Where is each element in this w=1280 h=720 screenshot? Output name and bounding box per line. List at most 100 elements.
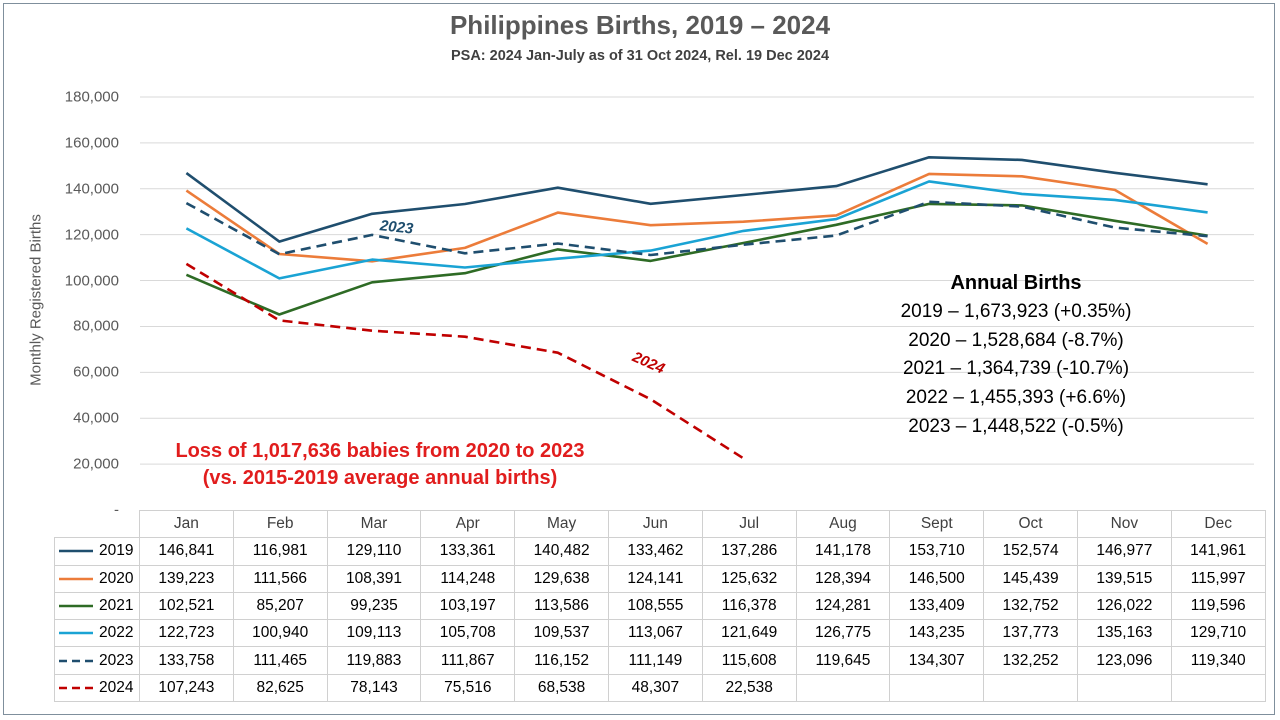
y-tick-label: 60,000: [73, 363, 119, 381]
table-header-cell: Jul: [701, 509, 797, 539]
table-cell: 119,596: [1170, 591, 1266, 621]
table-cell: 48,307: [607, 673, 703, 703]
table-cell: 111,867: [420, 646, 516, 675]
annual-births-line: 2023 – 1,448,522 (-0.5%): [908, 415, 1124, 437]
table-cell: 132,252: [983, 646, 1078, 675]
table-cell: 129,110: [326, 537, 422, 566]
table-header-cell: Jan: [139, 509, 234, 539]
table-cell: 107,243: [139, 673, 234, 703]
series-name: 2021: [99, 596, 134, 614]
table-cell: 133,462: [607, 537, 703, 566]
table-cell: 109,537: [514, 619, 609, 648]
annual-births-line: 2022 – 1,455,393 (+6.6%): [905, 387, 1127, 409]
table-row-label: 2023: [54, 646, 140, 675]
y-axis-label: Monthly Registered Births: [27, 214, 45, 386]
table-cell: 111,566: [232, 564, 328, 593]
table-cell: 137,773: [983, 619, 1078, 648]
table-cell: 152,574: [983, 537, 1078, 566]
table-row-label: 2019: [54, 537, 140, 566]
legend-key: [59, 686, 93, 690]
chart-title: Philippines Births, 2019 – 2024: [449, 10, 831, 40]
loss-note: Loss of 1,017,636 babies from 2020 to 20…: [130, 438, 630, 492]
table-corner: [54, 510, 140, 539]
series-lines: [185, 156, 1209, 460]
table-row: 2023 133,758 111,465 119,883 111,867 116,152 1…: [54, 646, 1266, 675]
table-cell: [889, 673, 985, 703]
table-cell: 126,775: [795, 619, 891, 648]
series-annotation: 2024: [629, 348, 668, 378]
table-cell: 116,378: [701, 591, 797, 621]
table-cell: 109,113: [326, 619, 422, 648]
series-line-2023: [185, 200, 1208, 257]
loss-note-line2: (vs. 2015-2019 average annual births): [202, 467, 558, 489]
chart-subtitle: PSA: 2024 Jan-July as of 31 Oct 2024, Re…: [450, 48, 830, 64]
table-cell: 22,538: [701, 673, 797, 703]
y-tick-label: 40,000: [73, 409, 119, 427]
table-cell: 115,608: [701, 646, 797, 675]
table-cell: 75,516: [420, 673, 516, 703]
series-name: 2022: [99, 624, 134, 642]
table-header-row: Jan Feb Mar Apr May Jun Jul Aug Sept Oct Nov Dec: [54, 509, 1266, 539]
table-cell: 133,409: [889, 591, 985, 621]
table-cell: 146,841: [139, 537, 234, 566]
series-line-2022: [185, 180, 1208, 280]
y-tick-label: -: [114, 501, 119, 519]
table-cell: 132,752: [983, 591, 1078, 621]
annual-births-line: 2020 – 1,528,684 (-8.7%): [908, 329, 1124, 351]
table-row-label: 2020: [54, 564, 140, 593]
table-row: 2019 146,841 116,981 129,110 133,361 140,482 1…: [54, 537, 1266, 566]
table-cell: 153,710: [889, 537, 985, 566]
y-tick-label: 20,000: [73, 455, 119, 473]
table-cell: 114,248: [420, 564, 516, 593]
table-cell: 133,361: [420, 537, 516, 566]
table-cell: 121,649: [701, 619, 797, 648]
table-cell: 140,482: [514, 537, 609, 566]
table-cell: 124,141: [607, 564, 703, 593]
legend-key: [59, 631, 93, 635]
table-cell: 134,307: [889, 646, 985, 675]
table-header-cell: Oct: [983, 509, 1078, 539]
series-annotation: 2023: [378, 217, 415, 238]
table-header-cell: Feb: [232, 509, 328, 539]
table-header-cell: Mar: [326, 509, 422, 539]
y-tick-label: 100,000: [64, 272, 119, 290]
table-cell: [1076, 673, 1172, 703]
series-line-2019: [185, 156, 1208, 243]
table-header-cell: Nov: [1076, 509, 1172, 539]
table-cell: 129,638: [514, 564, 609, 593]
table-cell: 141,178: [795, 537, 891, 566]
series-name: 2019: [99, 542, 134, 560]
table-cell: 126,022: [1076, 591, 1172, 621]
table-header-cell: Jun: [607, 509, 703, 539]
table-cell: 68,538: [514, 673, 609, 703]
table-cell: 113,067: [607, 619, 703, 648]
table-cell: 143,235: [889, 619, 985, 648]
table-row-label: 2021: [54, 591, 140, 621]
table-cell: 146,500: [889, 564, 985, 593]
table-cell: 115,997: [1170, 564, 1266, 593]
series-line-2021: [185, 202, 1208, 316]
table-cell: 113,586: [514, 591, 609, 621]
legend-key: [59, 577, 93, 580]
table-row: 2020 139,223 111,566 108,391 114,248 129,638 1…: [54, 564, 1266, 593]
table-row: 2024 107,243 82,625 78,143 75,516 68,538 48,30…: [54, 673, 1266, 703]
series-name: 2020: [99, 569, 134, 587]
table-row: 2021 102,521 85,207 99,235 103,197 113,586 108…: [54, 591, 1266, 621]
table-cell: 128,394: [795, 564, 891, 593]
y-tick-label: 80,000: [73, 317, 119, 335]
series-name: 2023: [99, 651, 134, 669]
table-cell: 111,465: [232, 646, 328, 675]
table-cell: 129,710: [1170, 619, 1266, 648]
y-tick-label: 120,000: [64, 226, 119, 244]
table-cell: 137,286: [701, 537, 797, 566]
table-cell: 125,632: [701, 564, 797, 593]
table-cell: [795, 673, 891, 703]
table-row-label: 2024: [54, 673, 140, 703]
y-tick-label: 160,000: [64, 134, 119, 152]
annual-births-box: Annual Births 2019 – 1,673,923 (+0.35%) …: [868, 272, 1164, 442]
table-header-cell: Aug: [795, 509, 891, 539]
annual-births-title: Annual Births: [950, 272, 1082, 294]
table-cell: 122,723: [139, 619, 234, 648]
series-name: 2024: [99, 678, 134, 696]
